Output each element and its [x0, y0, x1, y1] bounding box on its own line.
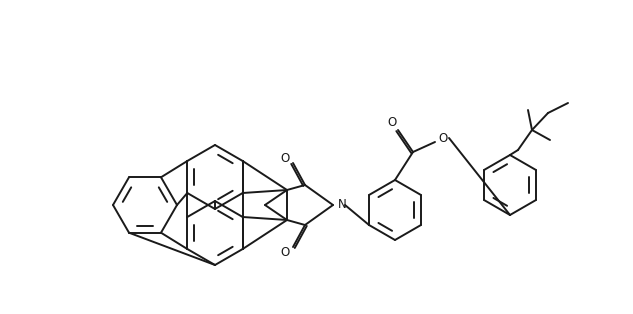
Text: O: O — [439, 132, 448, 144]
Text: O: O — [280, 151, 290, 165]
Text: N: N — [337, 198, 346, 212]
Text: O: O — [280, 246, 290, 258]
Text: O: O — [387, 116, 397, 128]
